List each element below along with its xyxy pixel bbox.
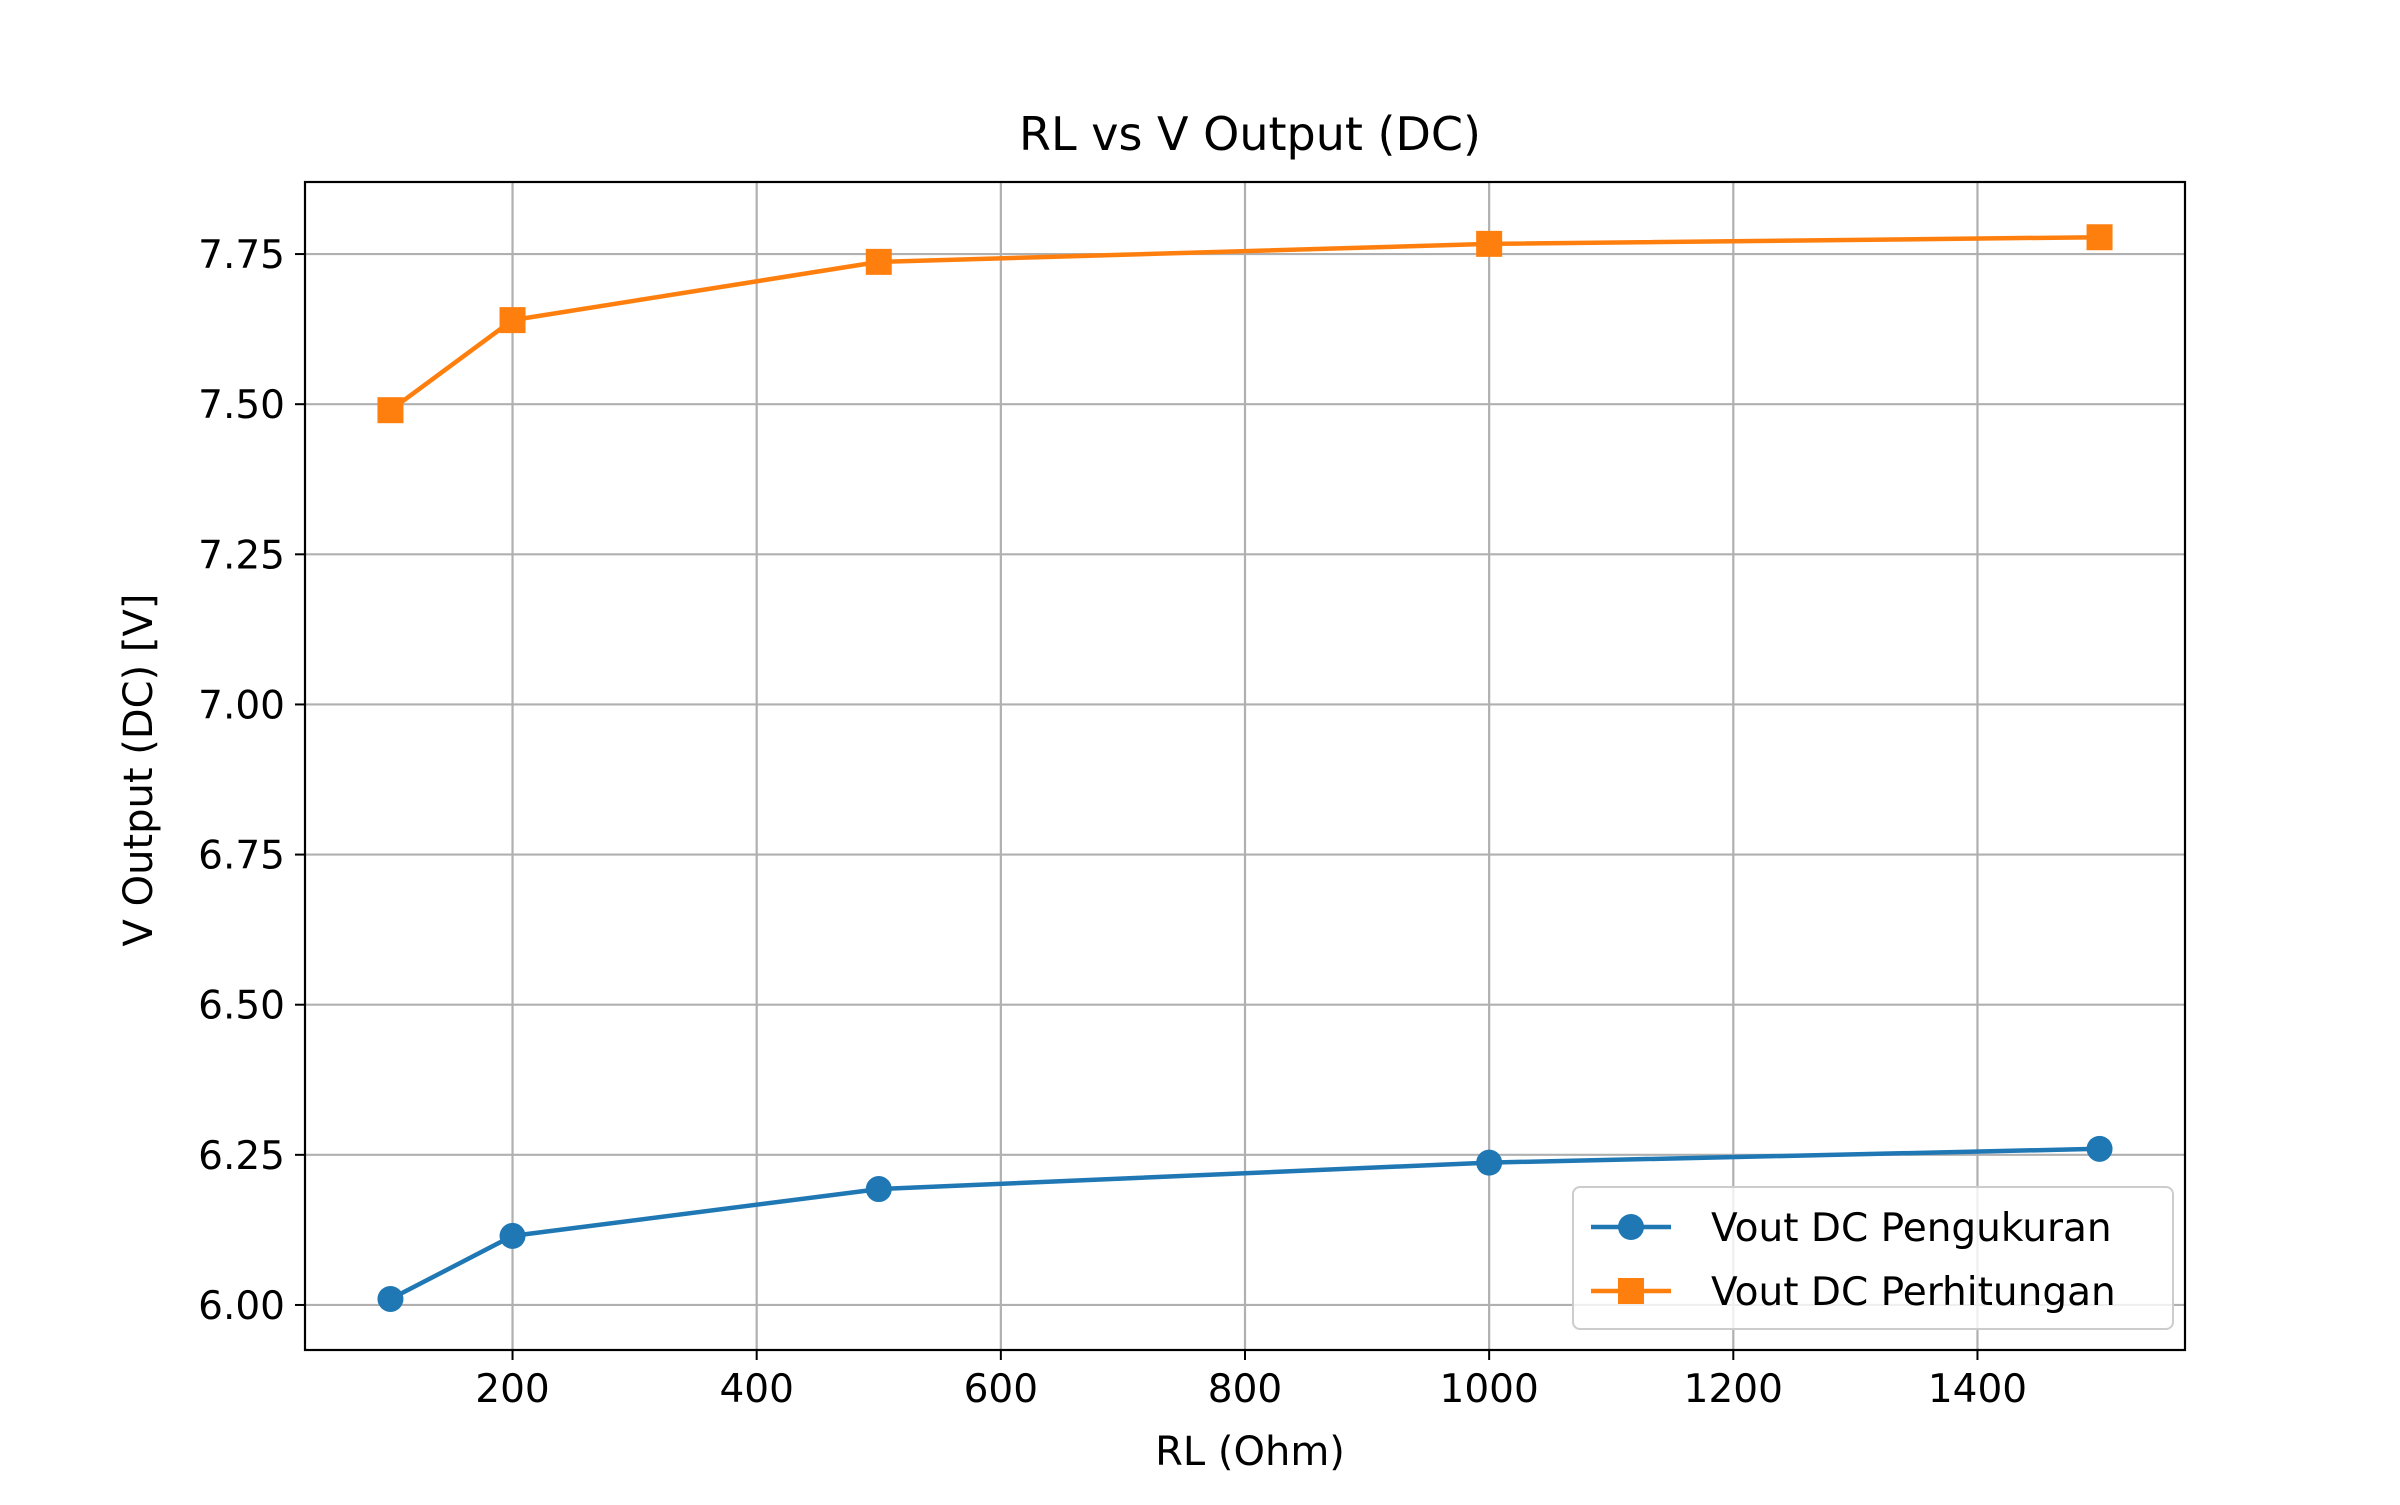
series-1 — [377, 1135, 2113, 1312]
y-tick-label: 7.50 — [198, 383, 285, 428]
y-tick-label: 6.25 — [198, 1134, 285, 1179]
legend-box — [1572, 1186, 2174, 1330]
data-point — [377, 397, 404, 424]
x-axis-label: RL (Ohm) — [1155, 1429, 1345, 1475]
x-tick-label: 1200 — [1684, 1367, 1783, 1412]
data-point — [865, 1176, 892, 1203]
chart-title: RL vs V Output (DC) — [1019, 107, 1481, 161]
data-point — [2086, 1135, 2113, 1162]
x-tick-label: 400 — [719, 1367, 793, 1412]
data-point — [865, 248, 892, 275]
axes: 200 400 600 800 1000 1200 1400 6.00 6.25 6.50 6.75… — [198, 180, 2187, 1412]
data-point — [499, 1222, 526, 1249]
y-axis-label: V Output (DC) [V] — [116, 594, 162, 947]
x-tick-label: 1400 — [1928, 1367, 2027, 1412]
y-tick-label: 6.50 — [198, 984, 285, 1029]
data-point — [2086, 224, 2113, 251]
x-tick-label: 200 — [475, 1367, 549, 1412]
y-tick-label: 6.75 — [198, 834, 285, 879]
y-tick-label: 7.00 — [198, 683, 285, 728]
data-point — [1476, 230, 1503, 257]
legend: Vout DC Pengukuran Vout DC Perhitungan — [1572, 1186, 2174, 1330]
legend-label: Vout DC Pengukuran — [1711, 1206, 2112, 1251]
data-point — [499, 307, 526, 334]
plot-frame — [303, 180, 2187, 1352]
x-tick-label: 800 — [1208, 1367, 1282, 1412]
legend-marker — [1618, 1278, 1644, 1304]
series-2 — [377, 224, 2113, 424]
data-series — [377, 224, 2113, 1312]
x-tick-label: 600 — [964, 1367, 1038, 1412]
y-tick-label: 7.25 — [198, 533, 285, 578]
x-tick-label: 1000 — [1440, 1367, 1539, 1412]
legend-marker — [1618, 1214, 1644, 1240]
data-point — [377, 1285, 404, 1312]
y-tick-label: 7.75 — [198, 233, 285, 278]
y-tick-label: 6.00 — [198, 1284, 285, 1329]
grid-lines — [305, 182, 2185, 1350]
legend-label: Vout DC Perhitungan — [1711, 1270, 2116, 1315]
data-point — [1476, 1149, 1503, 1176]
